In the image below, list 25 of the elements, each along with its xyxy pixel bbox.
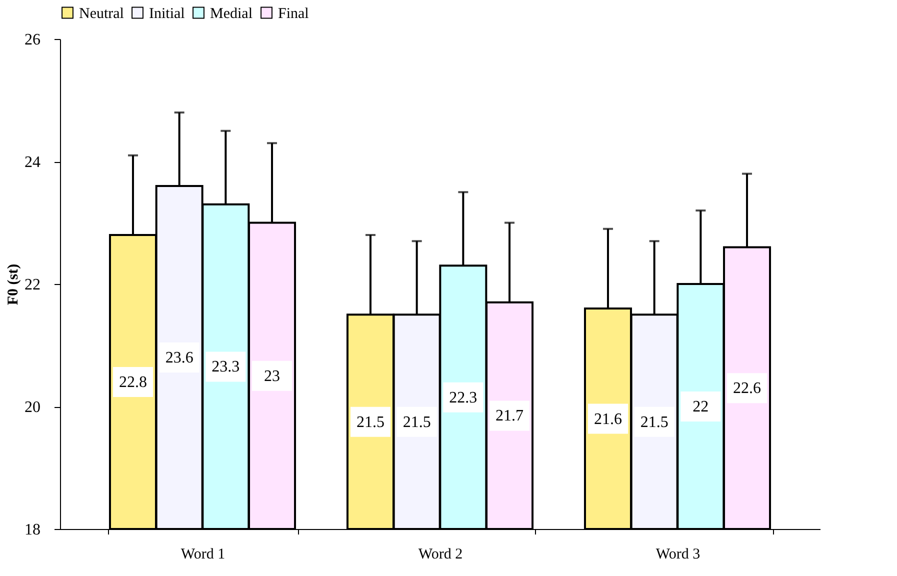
x-tick-label: Word 3 <box>656 546 700 562</box>
legend-label: Initial <box>149 6 185 22</box>
y-tick-label: 24 <box>24 154 40 171</box>
x-tick-label: Word 1 <box>180 546 226 562</box>
y-tick-label: 22 <box>24 276 40 294</box>
y-tick-label: 18 <box>24 522 40 538</box>
data-label: 21.5 <box>402 414 431 431</box>
data-label: 23 <box>264 368 280 385</box>
data-label: 21.7 <box>496 408 524 425</box>
data-label: 21.5 <box>356 414 384 431</box>
data-label: 22 <box>692 398 709 416</box>
data-label: 22.3 <box>449 389 478 406</box>
x-tick-label: Word 2 <box>418 546 463 562</box>
y-tick-label: 20 <box>24 399 40 416</box>
legend-label: Medial <box>210 6 252 22</box>
data-label: 22.8 <box>118 374 147 391</box>
data-label: 22.6 <box>733 380 762 398</box>
legend-label: Final <box>278 6 309 22</box>
data-label: 23.6 <box>165 350 194 366</box>
data-label: 21.5 <box>640 414 668 431</box>
data-label: 23.3 <box>212 358 240 376</box>
y-axis-title: F0 (st) <box>6 264 22 306</box>
y-tick-label: 26 <box>24 32 40 48</box>
data-label: 21.6 <box>594 410 622 428</box>
legend-label: Neutral <box>79 6 124 22</box>
